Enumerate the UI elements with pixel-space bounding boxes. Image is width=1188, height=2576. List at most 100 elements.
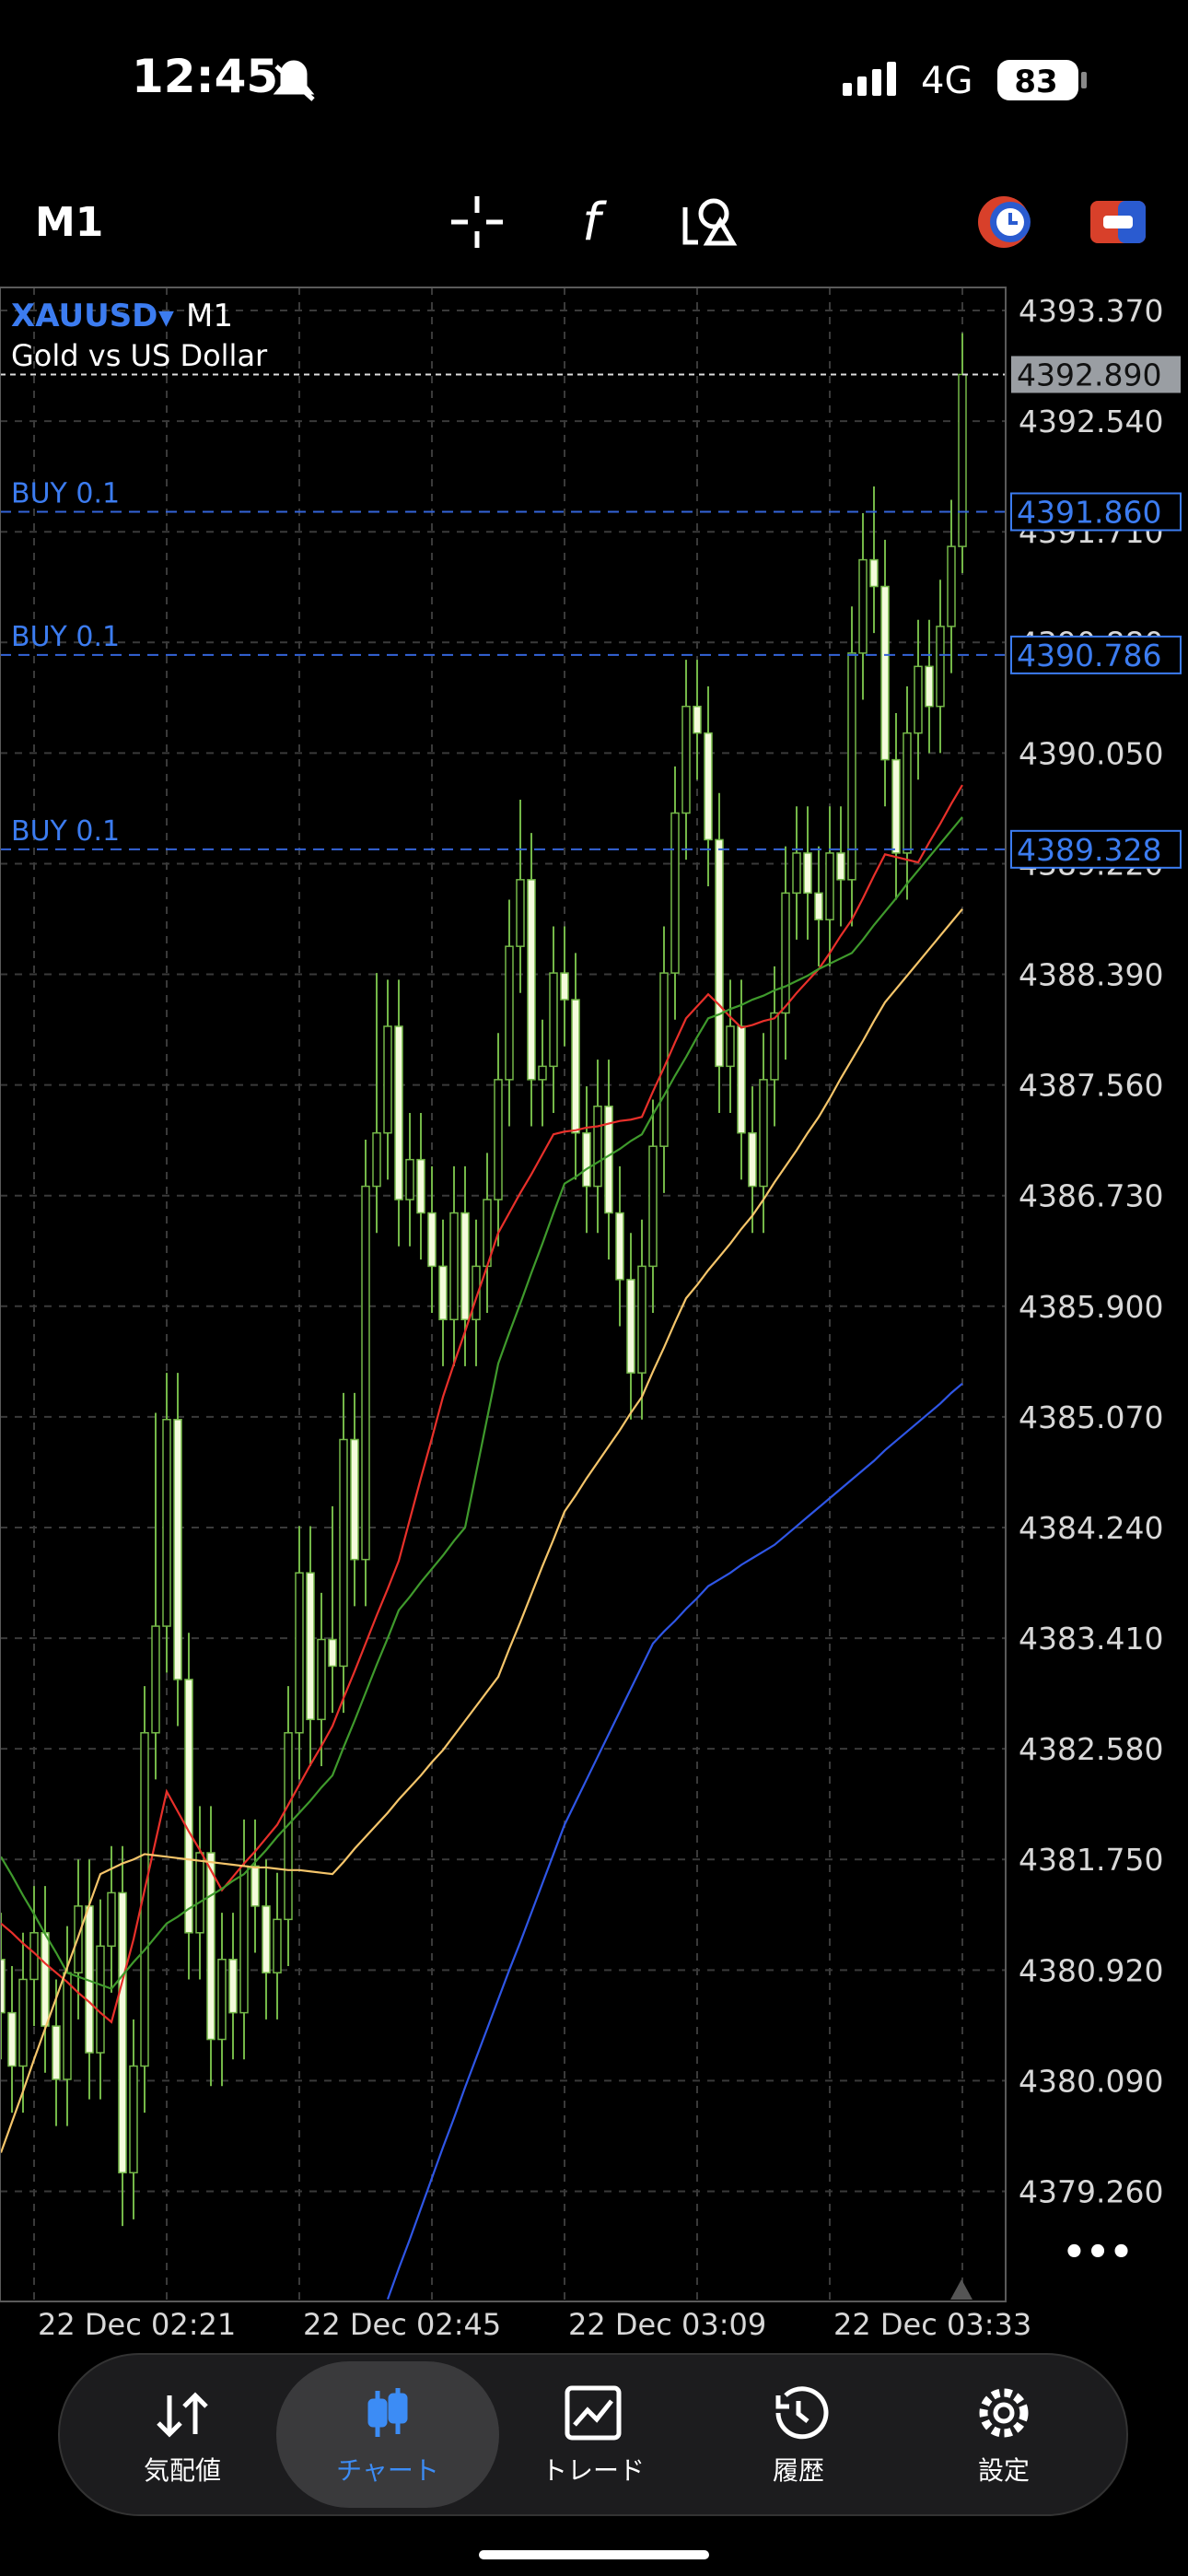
candle-body [7,2011,17,2067]
candle-body [770,1012,779,1081]
candle-body [217,1958,227,2041]
candle-body [449,1212,459,1321]
candle-body [571,999,580,1134]
settings-icon[interactable] [979,2388,1029,2438]
candle-body [339,1438,348,1668]
candle-body [173,1419,182,1680]
candle-body [958,373,967,547]
candle-body [858,558,868,654]
candle-body [582,1131,591,1188]
candle-body [637,1265,646,1374]
candle-body [527,879,536,1081]
candle-body [648,1145,658,1268]
battery-tip [1081,72,1087,88]
home-indicator [479,2550,709,2559]
objects-button[interactable] [682,198,738,246]
candle-body [792,852,801,895]
candle-body [869,558,879,588]
active-tab-background [276,2361,499,2508]
candle-body [140,1732,149,2067]
chart-icon[interactable] [367,2388,408,2437]
moving-average [0,907,963,2153]
candle-body [715,838,724,1068]
network: 4G [921,60,973,102]
bid-price-tag [1011,356,1181,393]
candle-body [494,1079,503,1200]
chart-timeframe: M1 [186,298,233,334]
candle-body [383,1025,392,1134]
candle-body [317,1638,326,1721]
tab-label[interactable]: チャート [336,2455,439,2486]
y-tick-label: 4381.750 [1019,1842,1163,1878]
candle-body [162,1419,171,1627]
shift-marker [950,2279,973,2300]
order-price-label: 4391.860 [1017,494,1161,530]
candle-body [670,812,680,974]
tab-label[interactable]: トレード [542,2455,645,2486]
y-tick-label: 4385.070 [1019,1399,1163,1435]
candle-body [925,665,934,708]
candle-body [626,1279,635,1374]
y-tick-label: 4386.730 [1019,1178,1163,1214]
moving-average [0,816,963,1990]
candle-body [726,1025,735,1068]
trade-button[interactable] [1090,201,1146,243]
candle-body [328,1638,337,1668]
order-price-tag [1010,635,1182,674]
symbol-dropdown[interactable]: ▼ [158,307,174,330]
candle-body [416,1158,425,1214]
bid-price-label: 4392.890 [1017,357,1161,392]
battery [997,60,1078,100]
y-tick-label: 4383.410 [1019,1621,1163,1657]
trade-icon[interactable] [565,2385,622,2441]
candle-body [239,1865,249,2014]
more-button[interactable]: ••• [1063,2231,1134,2274]
candle-body [693,705,702,734]
candle-body [129,2065,138,2173]
candle-body [704,732,713,841]
tab-label[interactable]: 気配値 [144,2455,221,2486]
x-tick-label: 22 Dec 02:45 [303,2307,501,2342]
candle-body [847,652,856,881]
candle-body [460,1212,470,1321]
x-tick-label: 22 Dec 03:09 [568,2307,766,2342]
candle-body [759,1079,768,1188]
chart: 4393.3704392.5404391.7104390.8804390.050… [0,287,1182,2342]
candle-body [63,1972,72,2080]
candle-body [880,585,890,761]
candle-body [814,892,823,920]
timeframe-button[interactable]: M1 [35,199,103,246]
candle-body [250,1865,260,1907]
candle-body [295,1572,304,1734]
candle-body [195,1852,204,1934]
candle-body [427,1212,437,1268]
history-icon[interactable] [775,2386,829,2440]
candle-body [306,1572,315,1721]
order-price-label: 4390.786 [1017,638,1161,673]
candle-body [350,1438,359,1561]
candle-body [184,1679,193,1934]
tab-label[interactable]: 設定 [978,2455,1030,2486]
y-tick-label: 4388.390 [1019,957,1163,993]
candle-body [107,1891,116,1948]
account-button[interactable] [978,196,1031,248]
candle-body [206,1852,215,2041]
crosshair-button[interactable] [451,196,503,248]
candle-body [18,1978,28,2067]
order-price-tag [1010,829,1182,869]
candle-body [405,1158,414,1200]
y-tick-label: 4393.370 [1019,293,1163,329]
y-tick-label: 4392.540 [1019,404,1163,439]
order-label: BUY 0.1 [11,621,120,653]
candle-body [615,1212,624,1281]
candle-body [151,1625,160,1734]
candle-body [394,1025,403,1200]
candle-body [903,732,912,854]
candle-body [803,852,812,895]
mute-icon [273,60,315,101]
moving-average [386,1382,963,2301]
candle-body [538,1065,547,1081]
tab-label[interactable]: 履歴 [773,2455,824,2486]
quotes-icon[interactable] [157,2392,208,2438]
symbol[interactable]: XAUUSD [11,298,157,334]
